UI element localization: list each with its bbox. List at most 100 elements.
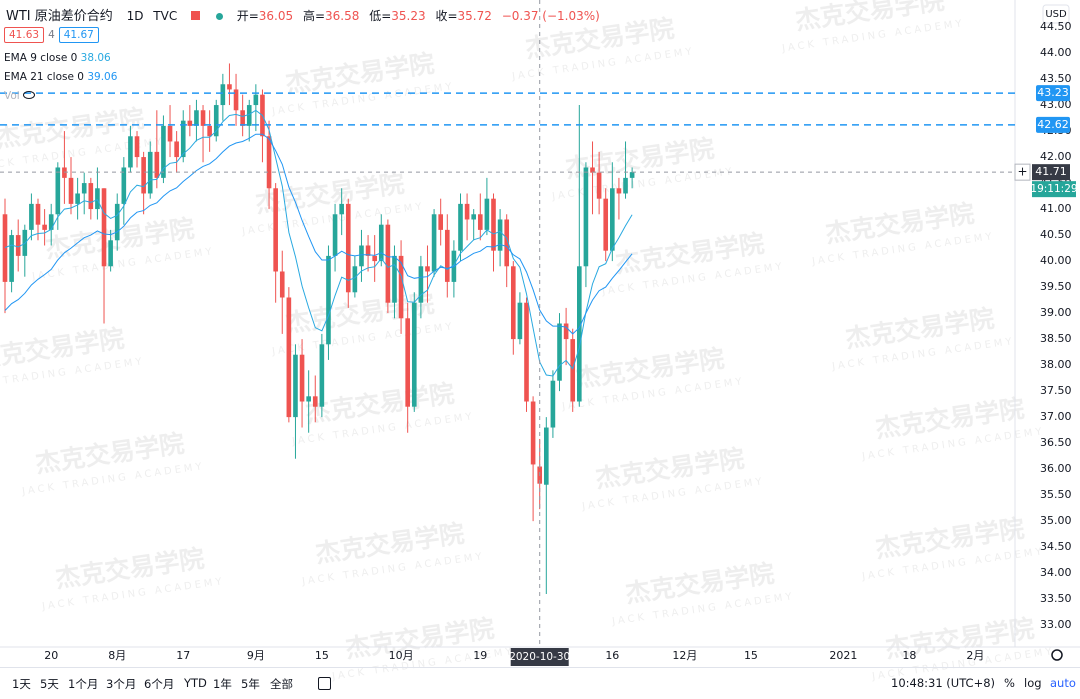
candle-body — [491, 198, 496, 251]
range-button[interactable]: YTD — [184, 676, 207, 690]
candle-body — [128, 136, 133, 168]
candle-body — [596, 172, 602, 199]
candle-body — [15, 235, 21, 256]
candle-body — [517, 302, 523, 340]
open-value: 36.05 — [258, 9, 294, 23]
candle-body — [411, 302, 417, 407]
candle-body — [504, 219, 510, 267]
candle-body — [81, 183, 87, 194]
currency: USD — [1045, 9, 1067, 20]
range-button[interactable]: 3个月 — [106, 677, 137, 691]
candle-body — [62, 167, 67, 178]
candle-body — [392, 255, 397, 303]
add-alert-button[interactable] — [1014, 163, 1031, 181]
x-tick-label: 2月 — [966, 649, 984, 662]
x-tick-label: 15 — [744, 649, 758, 662]
x-tick-label: 9月 — [247, 649, 265, 662]
candle-body — [88, 183, 94, 210]
candle-body — [273, 188, 278, 272]
bid[interactable]: 41.63 — [4, 27, 45, 43]
clock: 10:48:31 (UTC+8) — [891, 676, 996, 690]
symbol-title: WTI 原油差价合约 — [6, 9, 113, 24]
x-tick-label: 2021 — [829, 649, 857, 662]
scale-option[interactable]: % — [1004, 676, 1015, 690]
ema-line — [4, 133, 633, 335]
candle-body — [194, 110, 199, 126]
compare-icon[interactable] — [318, 677, 331, 690]
high-label: 高= — [302, 9, 326, 23]
price-line-label: 42.62 — [1037, 118, 1069, 131]
crosshair-x-box — [510, 648, 569, 666]
candle-body — [200, 110, 206, 126]
bottom-toolbar: 1天 5天 1个月 3个月 6个月 YTD 1年 5年 全部 10:48:31 (UTC+8)% l… — [0, 667, 1080, 699]
candle-body — [524, 302, 529, 402]
y-tick-label: 43.00 — [1040, 98, 1072, 111]
settings-button[interactable] — [1051, 649, 1063, 661]
countdown: 19:11:29 — [1030, 183, 1077, 195]
y-tick-label: 41.00 — [1040, 202, 1072, 215]
volume-legend[interactable]: Vol — [4, 90, 36, 102]
y-tick-label: 35.50 — [1040, 488, 1072, 501]
y-tick-label: 40.00 — [1040, 254, 1072, 267]
candle-body — [610, 188, 615, 251]
ask[interactable]: 41.67 — [58, 27, 99, 43]
candle-body — [438, 214, 443, 230]
y-tick-label: 43.50 — [1040, 72, 1072, 85]
candle-body — [458, 203, 463, 251]
candle-body — [590, 167, 595, 173]
candle-body — [623, 177, 628, 194]
candle-body — [352, 266, 358, 293]
y-tick-label: 44.00 — [1040, 46, 1072, 59]
candle-body — [398, 255, 404, 319]
candle-body — [339, 203, 344, 215]
range-button[interactable]: 5年 — [241, 677, 260, 691]
flag-icon[interactable] — [191, 11, 201, 20]
candle-body — [167, 125, 173, 142]
add-alert-icon: + — [1017, 165, 1027, 179]
high-value: 36.58 — [325, 9, 360, 23]
change: −0.37 (−1.03%) — [501, 9, 600, 23]
candle-body — [444, 229, 450, 282]
candle-body — [134, 136, 140, 158]
range-button[interactable]: 1天 — [12, 677, 31, 691]
source: TVC — [153, 9, 178, 23]
candle-body — [174, 141, 179, 158]
y-tick-label: 37.00 — [1040, 410, 1072, 423]
candle-body — [114, 203, 120, 241]
candle-body — [359, 245, 364, 267]
candle-body — [365, 245, 371, 256]
candle-body — [154, 151, 160, 178]
candle-body — [543, 427, 549, 485]
open-label: 开= — [236, 9, 259, 23]
ema-line — [4, 109, 633, 377]
range-button[interactable]: 5天 — [40, 677, 59, 691]
candle-body — [577, 266, 582, 402]
x-tick-label: 8月 — [108, 649, 126, 662]
y-tick-label: 38.00 — [1040, 358, 1072, 371]
currency-box — [1042, 4, 1070, 24]
range-button[interactable]: 1年 — [213, 677, 232, 691]
candle-body — [293, 354, 298, 418]
hidden-icon[interactable] — [23, 91, 36, 99]
range-button[interactable]: 1个月 — [68, 677, 99, 691]
y-tick-label: 34.50 — [1040, 540, 1072, 553]
range-button[interactable]: 6个月 — [144, 677, 175, 691]
candle-body — [319, 344, 325, 407]
countdown-box — [1032, 181, 1076, 198]
candle-body — [345, 203, 351, 293]
scale-option[interactable]: log — [1024, 676, 1042, 690]
y-tick-label: 36.50 — [1040, 436, 1072, 449]
range-button[interactable]: 全部 — [270, 677, 293, 691]
candle-body — [570, 339, 576, 402]
scale-option[interactable]: auto — [1050, 676, 1076, 690]
x-tick-label: 10月 — [389, 649, 414, 662]
